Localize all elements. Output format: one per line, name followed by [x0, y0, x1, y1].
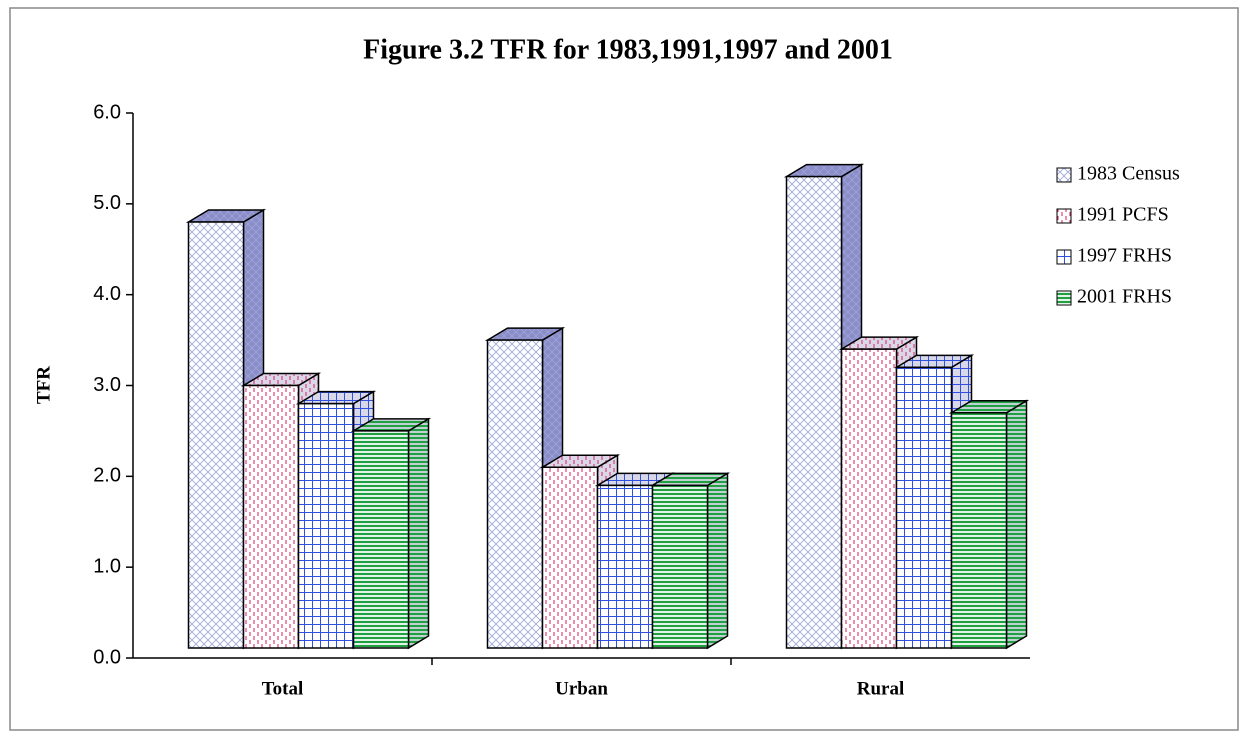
bar: [948, 399, 1030, 650]
y-tick-label: 1.0: [93, 555, 121, 577]
bar-front: [651, 484, 709, 649]
legend-swatch: [1056, 290, 1072, 306]
bar-front: [352, 430, 410, 649]
legend-label: 1997 FRHS: [1077, 245, 1172, 267]
y-axis-label: TFR: [33, 366, 54, 404]
bar-front: [950, 412, 1008, 649]
chart-title: Figure 3.2 TFR for 1983,1991,1997 and 20…: [363, 34, 893, 65]
legend-label: 1983 Census: [1077, 163, 1180, 185]
y-tick-label: 0.0: [93, 646, 121, 668]
bar-front: [895, 366, 953, 649]
legend-swatch: [1056, 249, 1072, 265]
bar-side: [407, 417, 430, 650]
bar-front: [541, 466, 599, 649]
bar-front: [596, 484, 654, 649]
bar-front: [486, 339, 544, 649]
legend-label: 1991 PCFS: [1077, 204, 1169, 226]
y-tick-label: 4.0: [93, 283, 121, 305]
bar: [649, 472, 731, 650]
bar-front: [785, 175, 843, 649]
bar-front: [242, 384, 300, 649]
bar-front: [187, 221, 245, 649]
legend-swatch: [1056, 208, 1072, 224]
x-tick-label: Rural: [857, 678, 905, 699]
y-tick-label: 6.0: [93, 101, 121, 123]
x-tick-label: Total: [262, 678, 304, 699]
legend-label: 2001 FRHS: [1077, 286, 1172, 308]
bar-front: [297, 402, 355, 649]
bar-side: [1005, 399, 1028, 650]
x-tick-label: Urban: [555, 678, 608, 699]
bar-side: [706, 472, 729, 650]
bar: [350, 417, 432, 650]
legend-swatch: [1056, 167, 1072, 183]
bar-front: [840, 348, 898, 649]
y-tick-label: 5.0: [93, 192, 121, 214]
y-tick-label: 3.0: [93, 374, 121, 396]
y-tick-label: 2.0: [93, 465, 121, 487]
